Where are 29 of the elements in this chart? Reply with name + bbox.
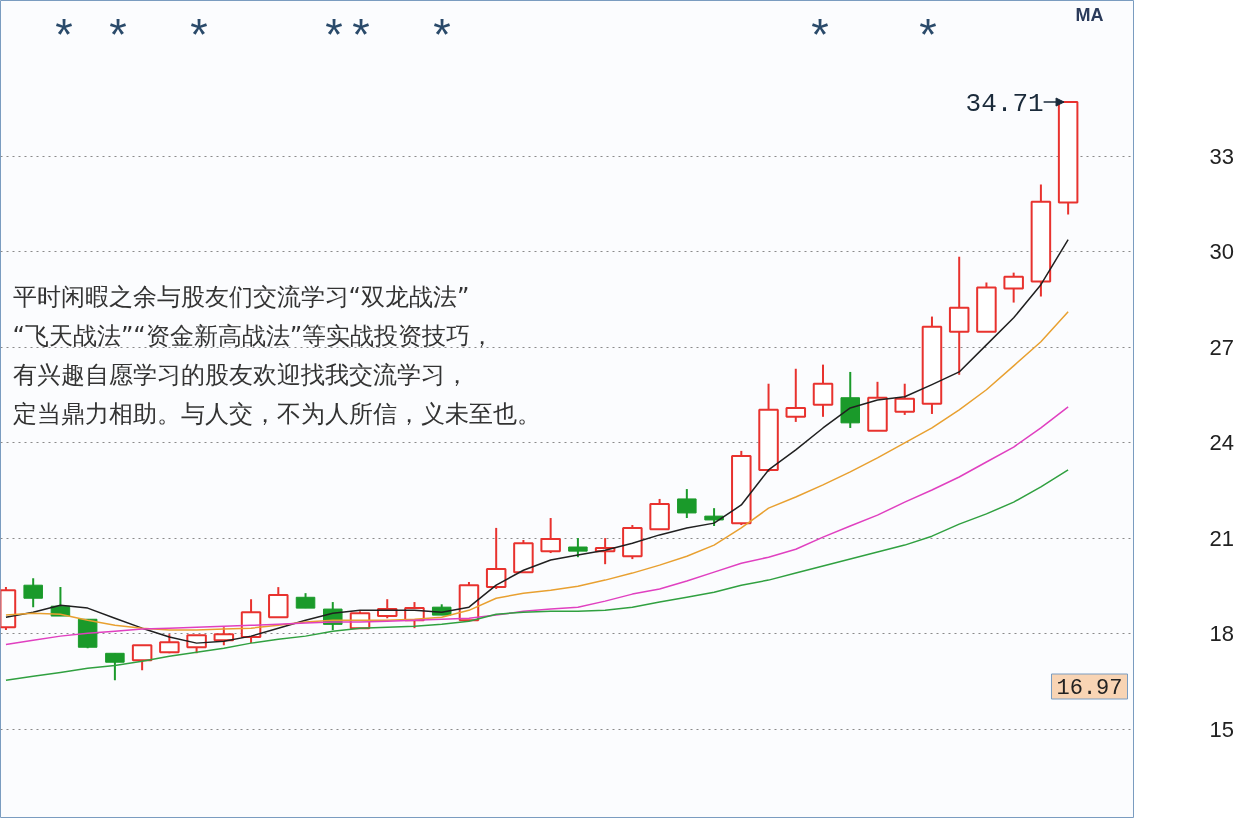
y-tick-label: 30 <box>1209 239 1234 265</box>
candlestick <box>23 577 43 609</box>
candlestick <box>812 363 834 418</box>
candlestick <box>268 586 289 619</box>
candlestick <box>894 382 915 416</box>
annotation: 定当鼎力相助。与人交，不为人所信，义未至也。 <box>12 399 541 428</box>
candlestick <box>677 488 697 520</box>
candlestick <box>131 644 153 672</box>
y-tick-label: 27 <box>1209 334 1234 360</box>
annotation: 平时闲暇之余与股友们交流学习“双龙战法” <box>12 282 470 311</box>
y-tick-label: 24 <box>1209 430 1234 456</box>
line-series <box>5 311 1069 631</box>
candlestick <box>105 652 125 682</box>
annotation: “飞天战法”“资金新高战法”等实战投资技巧， <box>12 321 495 350</box>
annotation: 16.97 <box>1056 676 1123 701</box>
candlestick <box>213 626 235 647</box>
y-tick-label: 33 <box>1209 143 1234 169</box>
candlestick <box>540 517 561 555</box>
annotation: 有兴趣自愿学习的股友欢迎找我交流学习， <box>12 360 469 389</box>
y-tick-label: 21 <box>1209 525 1234 551</box>
y-tick-label: 18 <box>1209 621 1234 647</box>
candlestick <box>568 537 588 559</box>
annotation: MA <box>1075 4 1104 25</box>
candlestick <box>1003 271 1024 304</box>
candlestick <box>485 526 507 591</box>
candlestick <box>785 367 807 423</box>
y-tick-label: 15 <box>1209 716 1234 742</box>
annotation: 34.71 <box>965 88 1044 119</box>
annotation: * * * ** * * * <box>0 13 942 65</box>
